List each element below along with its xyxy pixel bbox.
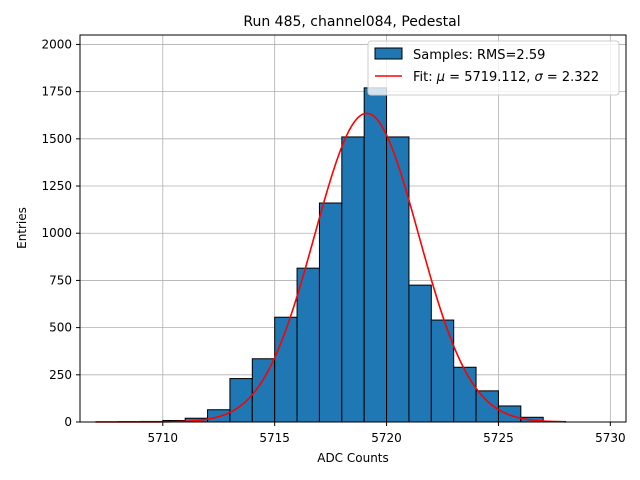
y-tick-label: 1750	[41, 85, 72, 99]
chart-title: Run 485, channel084, Pedestal	[243, 14, 460, 30]
legend-fit-part: = 2.322	[543, 70, 599, 85]
histogram-bar	[296, 267, 320, 423]
x-axis-ticks: 5710 5715 5720 5725 5730	[148, 422, 626, 445]
legend-fit-mu-symbol: μ	[436, 70, 445, 85]
histogram-bar	[497, 405, 522, 423]
legend-swatch-samples	[374, 47, 403, 60]
x-tick-label: 5715	[259, 431, 290, 445]
x-axis-label: ADC Counts	[317, 451, 389, 465]
y-tick-label: 250	[49, 368, 72, 382]
x-tick-label: 5710	[148, 431, 179, 445]
x-tick-label: 5730	[595, 431, 626, 445]
histogram-bar	[229, 378, 253, 423]
histogram-bar	[475, 390, 499, 423]
histogram-bar	[363, 87, 388, 423]
histogram-bar	[318, 202, 343, 423]
legend-fit-part: = 5719.112,	[445, 70, 534, 85]
histogram-bar	[274, 316, 298, 423]
legend-frame	[367, 40, 620, 96]
legend-label-fit: Fit: μ = 5719.112, σ = 2.322	[413, 70, 599, 85]
plot-area-frame	[79, 34, 627, 423]
histogram-bar	[453, 366, 477, 423]
y-axis-ticks: 0 250 500 750 1000 1250 1500 1750 2000	[41, 37, 80, 429]
x-tick-label: 5720	[371, 431, 402, 445]
y-tick-label: 2000	[41, 37, 72, 51]
legend-label-samples: Samples: RMS=2.59	[413, 48, 545, 63]
legend-fit-sigma-symbol: σ	[535, 70, 544, 85]
bars-layer	[95, 87, 567, 423]
legend-fit-part: Fit:	[413, 70, 437, 85]
legend: Samples: RMS=2.59 Fit: μ = 5719.112, σ =…	[367, 40, 620, 96]
y-axis-label: Entries	[15, 207, 29, 249]
y-tick-label: 750	[49, 273, 72, 287]
y-tick-label: 0	[64, 415, 72, 429]
y-tick-label: 500	[49, 321, 72, 335]
y-tick-label: 1500	[41, 132, 72, 146]
histogram-bar	[341, 136, 365, 423]
x-tick-label: 5725	[483, 431, 514, 445]
y-tick-label: 1000	[41, 226, 72, 240]
y-tick-label: 1250	[41, 179, 72, 193]
histogram-bar	[408, 284, 432, 423]
histogram-bar	[386, 136, 410, 423]
